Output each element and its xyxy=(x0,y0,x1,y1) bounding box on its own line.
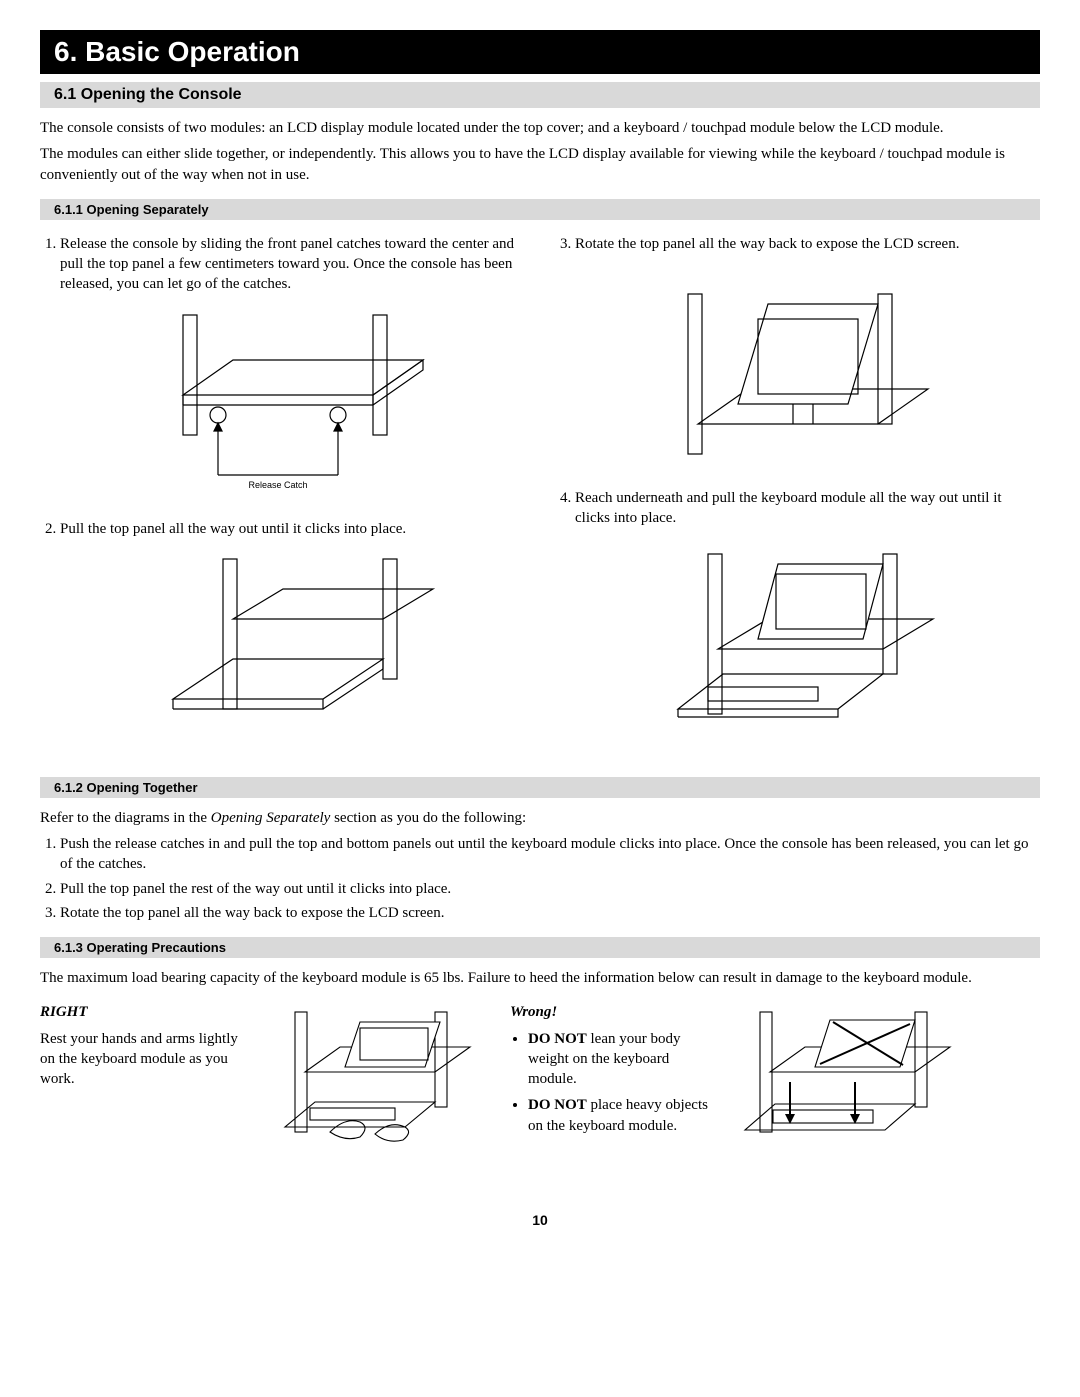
manual-page: 6. Basic Operation 6.1 Opening the Conso… xyxy=(0,0,1080,1248)
section-6-1-para2: The modules can either slide together, o… xyxy=(40,144,1040,185)
step-2: Pull the top panel all the way out until… xyxy=(60,519,525,539)
step-3: Rotate the top panel all the way back to… xyxy=(575,234,1040,254)
opening-separately-columns: Release the console by sliding the front… xyxy=(40,230,1040,763)
donot-list: DO NOT lean your body weight on the keyb… xyxy=(510,1029,710,1136)
diagram-release-catch: Release Catch xyxy=(123,305,443,505)
subsection-6-1-2-bar: 6.1.2 Opening Together xyxy=(40,777,1040,798)
wrong-block: Wrong! DO NOT lean your body weight on t… xyxy=(510,1002,710,1152)
together-step-1: Push the release catches in and pull the… xyxy=(60,834,1040,875)
section-6-1-bar: 6.1 Opening the Console xyxy=(40,82,1040,108)
col-right: Rotate the top panel all the way back to… xyxy=(555,230,1040,763)
figure-step4 xyxy=(555,539,1040,739)
diagram-pull-panel xyxy=(123,549,443,749)
together-step-3: Rotate the top panel all the way back to… xyxy=(60,903,1040,923)
wrong-title: Wrong! xyxy=(510,1002,710,1022)
figure-step3 xyxy=(555,264,1040,474)
page-number: 10 xyxy=(40,1212,1040,1228)
precautions-row: RIGHT Rest your hands and arms lightly o… xyxy=(40,1002,1040,1152)
subsection-6-1-3-bar: 6.1.3 Operating Precautions xyxy=(40,937,1040,958)
diagram-rotate-panel xyxy=(648,264,948,474)
precautions-para: The maximum load bearing capacity of the… xyxy=(40,968,1040,988)
chapter-title-bar: 6. Basic Operation xyxy=(40,30,1040,74)
opening-together-steps: Push the release catches in and pull the… xyxy=(40,834,1040,923)
figure-wrong xyxy=(730,1002,960,1152)
donot-2: DO NOT place heavy objects on the keyboa… xyxy=(528,1095,710,1136)
donot-bold-1: DO NOT xyxy=(528,1031,587,1047)
intro-ital: Opening Separately xyxy=(211,810,331,826)
donot-1: DO NOT lean your body weight on the keyb… xyxy=(528,1029,710,1090)
right-text: Rest your hands and arms lightly on the … xyxy=(40,1029,240,1090)
step-4: Reach underneath and pull the keyboard m… xyxy=(575,488,1040,529)
col-left: Release the console by sliding the front… xyxy=(40,230,525,763)
figure-step2 xyxy=(40,549,525,749)
together-step-2: Pull the top panel the rest of the way o… xyxy=(60,879,1040,899)
diagram-wrong xyxy=(735,1002,955,1152)
right-title: RIGHT xyxy=(40,1002,240,1022)
intro-pre: Refer to the diagrams in the xyxy=(40,810,211,826)
figure-step1: Release Catch xyxy=(40,305,525,505)
donot-bold-2: DO NOT xyxy=(528,1097,587,1113)
opening-together-intro: Refer to the diagrams in the Opening Sep… xyxy=(40,808,1040,828)
intro-post: section as you do the following: xyxy=(330,810,526,826)
diagram-pull-keyboard xyxy=(648,539,948,739)
right-block: RIGHT Rest your hands and arms lightly o… xyxy=(40,1002,240,1152)
section-6-1-para1: The console consists of two modules: an … xyxy=(40,118,1040,138)
release-catch-label: Release Catch xyxy=(248,480,307,490)
step-1: Release the console by sliding the front… xyxy=(60,234,525,295)
figure-right xyxy=(260,1002,490,1152)
diagram-right xyxy=(275,1002,475,1152)
subsection-6-1-1-bar: 6.1.1 Opening Separately xyxy=(40,199,1040,220)
